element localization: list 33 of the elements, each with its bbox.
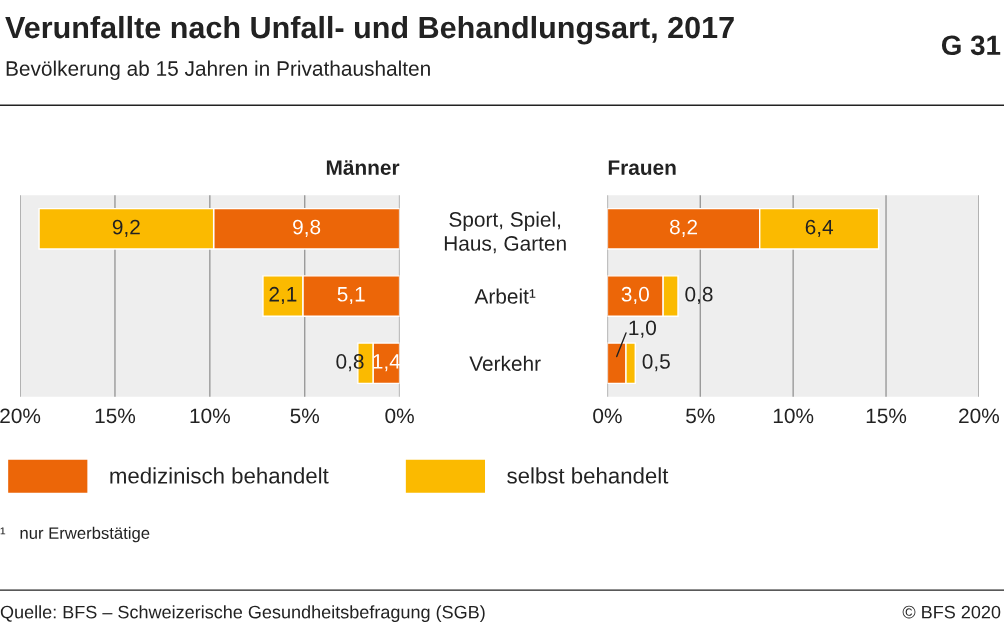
x-tick-label: 0% (385, 408, 414, 424)
x-tick-label: 15% (95, 408, 136, 424)
data-label: 9,8 (293, 219, 321, 237)
y-tick-label: Sport, Spiel, Haus, Garten (444, 211, 566, 254)
data-label: 6,4 (805, 219, 834, 237)
x-tick-label: 20% (0, 408, 41, 424)
x-tick-label: 5% (686, 408, 715, 424)
legend-label: selbst behandelt (507, 467, 669, 484)
text: ¹ nur Erwerbstätige (0, 526, 150, 543)
x-tick-label: 10% (190, 408, 230, 424)
chart-subtitle: Bevölkerung ab 15 Jahren in Privathaushalten (6, 60, 430, 81)
y-tick-label: Verkehr (469, 355, 541, 371)
x-tick-label: 10% (773, 408, 814, 424)
data-label: 0,5 (642, 354, 670, 372)
data-label: 2,1 (269, 286, 297, 305)
text: G 31 (941, 35, 1001, 56)
x-axis-title: Frauen (608, 160, 676, 175)
data-label: 9,2 (112, 219, 140, 237)
x-tick-label: 0% (593, 408, 622, 424)
data-label: 1,0 (629, 320, 656, 338)
data-label: 8,2 (670, 219, 698, 237)
data-label: 5,1 (337, 287, 365, 305)
source-note: Quelle: BFS – Schweizerische Gesundheitsbefragung (SGB) (0, 605, 485, 623)
data-label: 0,8 (685, 286, 713, 305)
x-tick-label: 5% (290, 408, 320, 424)
x-tick-label: 15% (866, 408, 907, 424)
text: © BFS 2020 (902, 605, 1001, 619)
data-label: 3,0 (621, 286, 649, 305)
y-tick-label: Arbeit¹ (474, 288, 536, 304)
x-axis-title: Männer (326, 160, 400, 175)
x-tick-label: 20% (959, 408, 1000, 424)
chart-title: Verunfallte nach Unfall- und Behandlungsart, 2017 (5, 15, 734, 45)
legend-label: medizinisch behandelt (110, 467, 329, 484)
